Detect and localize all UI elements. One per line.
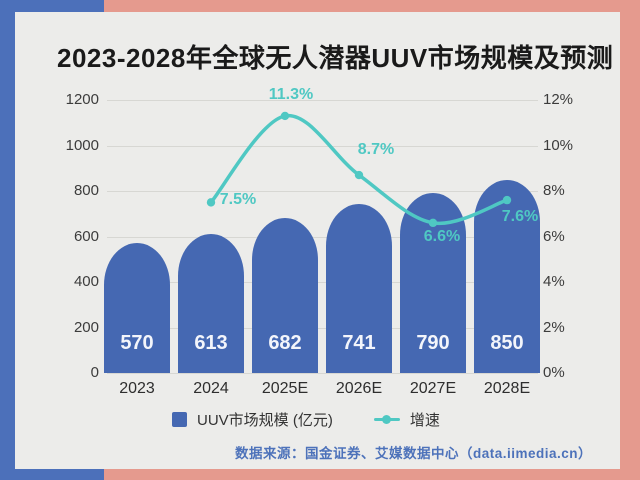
legend-bar-swatch-icon [172, 411, 187, 427]
chart-card: 0 0% 200 2% 400 4% 600 6% 800 8% 1000 10% 1200 12% 57… [15, 12, 620, 469]
bar-value-label: 682 [268, 331, 302, 354]
right-axis-tick: 6% [543, 227, 565, 245]
bar-2024: 613 [178, 233, 244, 373]
growth-point-label: 6.6% [423, 227, 461, 245]
x-axis-label-2027E: 2027E [409, 380, 457, 397]
x-axis-label-2023: 2023 [119, 380, 155, 397]
bar-2028E: 850 [474, 179, 540, 373]
left-axis-tick: 1200 [65, 91, 99, 108]
gridline [107, 236, 538, 238]
right-axis-tick: 4% [543, 273, 565, 290]
left-axis-tick: 400 [73, 273, 99, 290]
growth-line-point [206, 198, 216, 207]
growth-line-point [280, 111, 290, 121]
bar-value-label: 613 [194, 331, 228, 354]
growth-point-label: 11.3% [268, 85, 314, 103]
bar-2025E: 682 [252, 217, 318, 373]
right-axis-tick: 10% [543, 136, 574, 154]
growth-point-label: 8.7% [357, 141, 395, 159]
bar-2026E: 741 [326, 204, 392, 373]
data-source-note: 数据来源：国金证券、艾媒数据中心（data.iimedia.cn） [234, 446, 592, 461]
chart-title: 2023-2028年全球无人潜器UUV市场规模及预测 [57, 43, 614, 73]
bar-value-label: 790 [416, 331, 450, 354]
bar-value-label: 850 [490, 332, 524, 354]
gridline [107, 373, 538, 374]
growth-line [209, 114, 509, 226]
growth-line-point [502, 195, 512, 205]
legend-bar-label: UUV市场规模 (亿元) [197, 411, 333, 429]
x-axis-label-2025E: 2025E [261, 380, 309, 397]
growth-point-label: 7.5% [219, 191, 257, 209]
legend-line-marker-icon [373, 414, 400, 424]
right-axis-tick: 12% [543, 91, 574, 108]
growth-line-point [354, 170, 364, 180]
gridline [107, 145, 538, 147]
legend: UUV市场规模 (亿元) 增速 [172, 406, 440, 432]
left-axis-tick: 800 [73, 182, 99, 199]
gridline [107, 191, 538, 192]
growth-line-layer [206, 111, 512, 228]
bar-value-label: 570 [120, 331, 154, 354]
left-axis-tick: 200 [73, 318, 99, 336]
x-axis-label-2024: 2024 [193, 380, 229, 397]
bar-2023: 570 [104, 243, 170, 373]
left-axis-tick: 0 [90, 364, 99, 381]
bar-value-label: 741 [342, 331, 376, 354]
chart-area: 0 0% 200 2% 400 4% 600 6% 800 8% 1000 10% 1200 12% 57… [15, 12, 620, 469]
left-axis-tick: 1000 [65, 136, 99, 154]
gridline [107, 282, 538, 283]
x-axis-label-2026E: 2026E [335, 380, 383, 397]
growth-line-point [428, 218, 438, 228]
left-axis-tick: 600 [73, 227, 99, 245]
right-axis-tick: 8% [543, 182, 565, 199]
growth-point-label: 7.6% [501, 208, 539, 226]
legend-line-label: 增速 [409, 411, 440, 429]
gridline [107, 100, 538, 101]
right-axis-tick: 0% [543, 364, 565, 381]
gridline [107, 327, 538, 329]
right-axis-tick: 2% [543, 318, 565, 336]
x-axis-label-2028E: 2028E [483, 380, 531, 397]
